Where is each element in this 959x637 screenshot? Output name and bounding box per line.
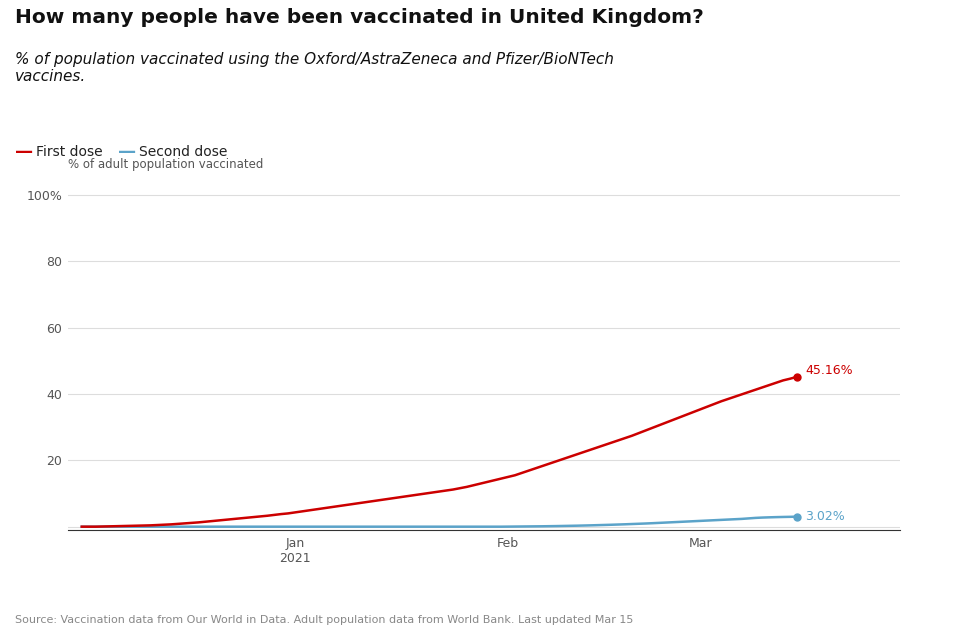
- Text: Source: Vaccination data from Our World in Data. Adult population data from Worl: Source: Vaccination data from Our World …: [15, 615, 633, 625]
- Text: 3.02%: 3.02%: [806, 510, 845, 523]
- Text: % of population vaccinated using the Oxford/AstraZeneca and Pfizer/BioNTech
vacc: % of population vaccinated using the Oxf…: [15, 52, 614, 84]
- Text: How many people have been vaccinated in United Kingdom?: How many people have been vaccinated in …: [15, 8, 704, 27]
- Text: First dose: First dose: [36, 145, 103, 159]
- Text: —: —: [118, 143, 136, 161]
- Text: —: —: [15, 143, 34, 161]
- Text: Second dose: Second dose: [139, 145, 227, 159]
- Text: % of adult population vaccinated: % of adult population vaccinated: [68, 158, 264, 171]
- Text: 45.16%: 45.16%: [806, 364, 853, 377]
